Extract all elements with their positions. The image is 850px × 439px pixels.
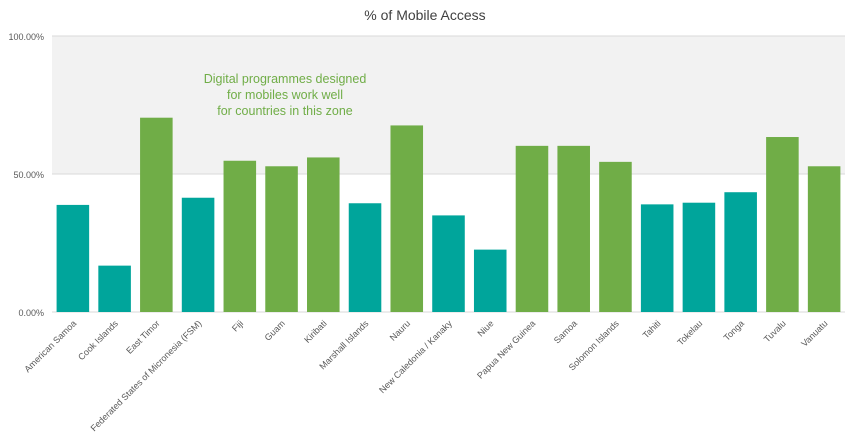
bar bbox=[473, 249, 507, 312]
y-tick-label: 0.00% bbox=[18, 308, 44, 318]
y-tick-label: 50.00% bbox=[13, 170, 44, 180]
x-tick-label: Guam bbox=[263, 318, 287, 342]
x-tick-label: Cook Islands bbox=[76, 318, 120, 362]
x-tick-label: American Samoa bbox=[22, 318, 78, 374]
x-tick-label: Samoa bbox=[552, 318, 579, 345]
bar bbox=[682, 202, 716, 312]
x-tick-label: Niue bbox=[475, 318, 495, 338]
x-tick-label: Kiribati bbox=[302, 318, 329, 345]
highlight-zone bbox=[52, 36, 845, 174]
bar bbox=[98, 265, 131, 312]
x-tick-label: Vanuatu bbox=[799, 318, 829, 348]
x-tick-label: Tuvalu bbox=[762, 318, 788, 344]
bar bbox=[56, 204, 90, 312]
x-tick-label: Tokelau bbox=[675, 318, 704, 347]
bar bbox=[599, 161, 632, 312]
zone-annotation-line-3: for countries in this zone bbox=[217, 104, 353, 118]
zone-annotation-line-2: for mobiles work well bbox=[227, 88, 343, 102]
bar bbox=[265, 166, 298, 312]
bar bbox=[640, 204, 674, 312]
x-tick-label: East Timor bbox=[124, 318, 161, 355]
y-tick-label: 100.00% bbox=[8, 32, 44, 42]
bar bbox=[557, 145, 590, 312]
chart-title: % of Mobile Access bbox=[364, 7, 485, 23]
bar bbox=[140, 117, 173, 312]
bar bbox=[766, 137, 799, 312]
bar bbox=[307, 157, 340, 312]
bar bbox=[432, 215, 465, 312]
x-tick-label: New Caledonia / Kanaky bbox=[377, 318, 454, 395]
bar bbox=[181, 197, 215, 312]
bar bbox=[515, 145, 549, 312]
x-tick-label: Fiji bbox=[230, 318, 245, 333]
zone-annotation-line-1: Digital programmes designed bbox=[204, 72, 367, 86]
x-tick-label: Tahiti bbox=[641, 318, 663, 340]
bar bbox=[223, 160, 257, 312]
bar bbox=[807, 166, 841, 312]
x-tick-label: Tonga bbox=[722, 318, 746, 342]
bar bbox=[348, 203, 382, 312]
y-axis-tick-labels: 0.00% 50.00% 100.00% bbox=[8, 32, 44, 318]
x-tick-label: Nauru bbox=[388, 318, 412, 342]
bars bbox=[56, 117, 841, 312]
bar bbox=[390, 125, 424, 312]
bar bbox=[724, 192, 757, 312]
